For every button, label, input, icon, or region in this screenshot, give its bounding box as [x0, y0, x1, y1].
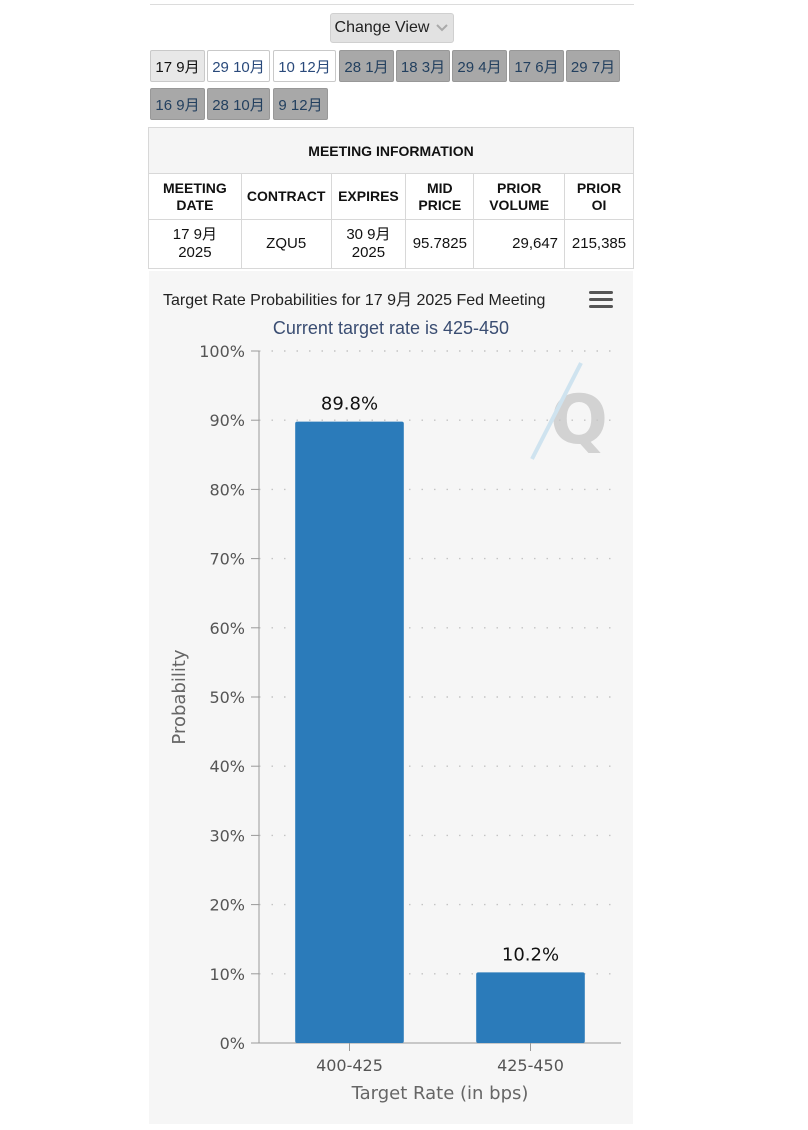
chart-panel: Target Rate Probabilities for 17 9月 2025…	[149, 271, 633, 1124]
table-cell: 95.7825	[405, 219, 475, 269]
y-tick-label: 50%	[209, 688, 245, 707]
y-tick-label: 80%	[209, 480, 245, 499]
bar	[295, 421, 404, 1043]
meeting-tab[interactable]: 17 6月	[509, 50, 564, 82]
table-cell: 29,647	[473, 219, 566, 269]
column-header: EXPIRES	[330, 173, 407, 220]
y-tick-label: 20%	[209, 896, 245, 915]
column-header: MEETING DATE	[148, 173, 242, 220]
y-tick-label: 40%	[209, 757, 245, 776]
change-view-label: Change View	[334, 19, 430, 36]
menu-icon[interactable]	[589, 291, 613, 309]
column-header: PRIOR VOLUME	[473, 173, 566, 220]
watermark-stripe	[530, 362, 583, 460]
chart-subtitle: Current target rate is 425-450	[272, 318, 510, 338]
y-tick-label: 30%	[209, 826, 245, 845]
change-view-button[interactable]: Change View	[330, 13, 454, 43]
y-tick-label: 70%	[209, 550, 245, 569]
meeting-tab[interactable]: 29 7月	[566, 50, 620, 82]
watermark-logo: Q	[550, 381, 608, 460]
chevron-down-icon	[436, 24, 449, 32]
y-tick-label: 0%	[220, 1034, 245, 1053]
table-cell: ZQU5	[240, 219, 332, 269]
y-axis-title: Probability	[169, 649, 190, 744]
chart-title: Target Rate Probabilities for 17 9月 2025…	[163, 292, 546, 309]
meeting-tab[interactable]: 29 10月	[207, 50, 270, 82]
bar-chart: Q 0% 10% 20% 30% 40% 50% 60% 70% 80% 90% 100% 89.8% 4…	[169, 342, 621, 1104]
meeting-tab[interactable]: 18 3月	[396, 50, 450, 82]
meeting-tab[interactable]: 16 9月	[150, 88, 205, 120]
table-title: MEETING INFORMATION	[148, 127, 634, 174]
column-header: CONTRACT	[240, 173, 332, 220]
data-label: 89.8%	[321, 394, 378, 415]
top-divider	[150, 4, 634, 5]
x-tick-label: 400-425	[316, 1056, 383, 1075]
y-tick-label: 60%	[209, 619, 245, 638]
data-label: 10.2%	[502, 944, 559, 965]
x-axis-title: Target Rate (in bps)	[351, 1083, 529, 1104]
meeting-tab[interactable]: 9 12月	[273, 88, 328, 120]
meeting-tab[interactable]: 28 10月	[207, 88, 270, 120]
bar	[476, 972, 585, 1043]
table-cell: 17 9月 2025	[148, 219, 242, 269]
y-tick-label: 90%	[209, 411, 245, 430]
table-cell: 215,385	[564, 219, 634, 269]
x-tick-label: 425-450	[497, 1056, 564, 1075]
column-header: MID PRICE	[405, 173, 475, 220]
meeting-tab[interactable]: 17 9月	[150, 50, 205, 82]
meeting-tab[interactable]: 29 4月	[452, 50, 507, 82]
y-tick-label: 100%	[199, 342, 245, 361]
meeting-tab[interactable]: 28 1月	[339, 50, 394, 82]
meeting-tab[interactable]: 10 12月	[273, 50, 336, 82]
column-header: PRIOR OI	[564, 173, 634, 220]
meeting-information-table: MEETING INFORMATION MEETING DATE CONTRAC…	[148, 127, 634, 269]
y-tick-label: 10%	[209, 965, 245, 984]
table-cell: 30 9月 2025	[330, 219, 407, 269]
